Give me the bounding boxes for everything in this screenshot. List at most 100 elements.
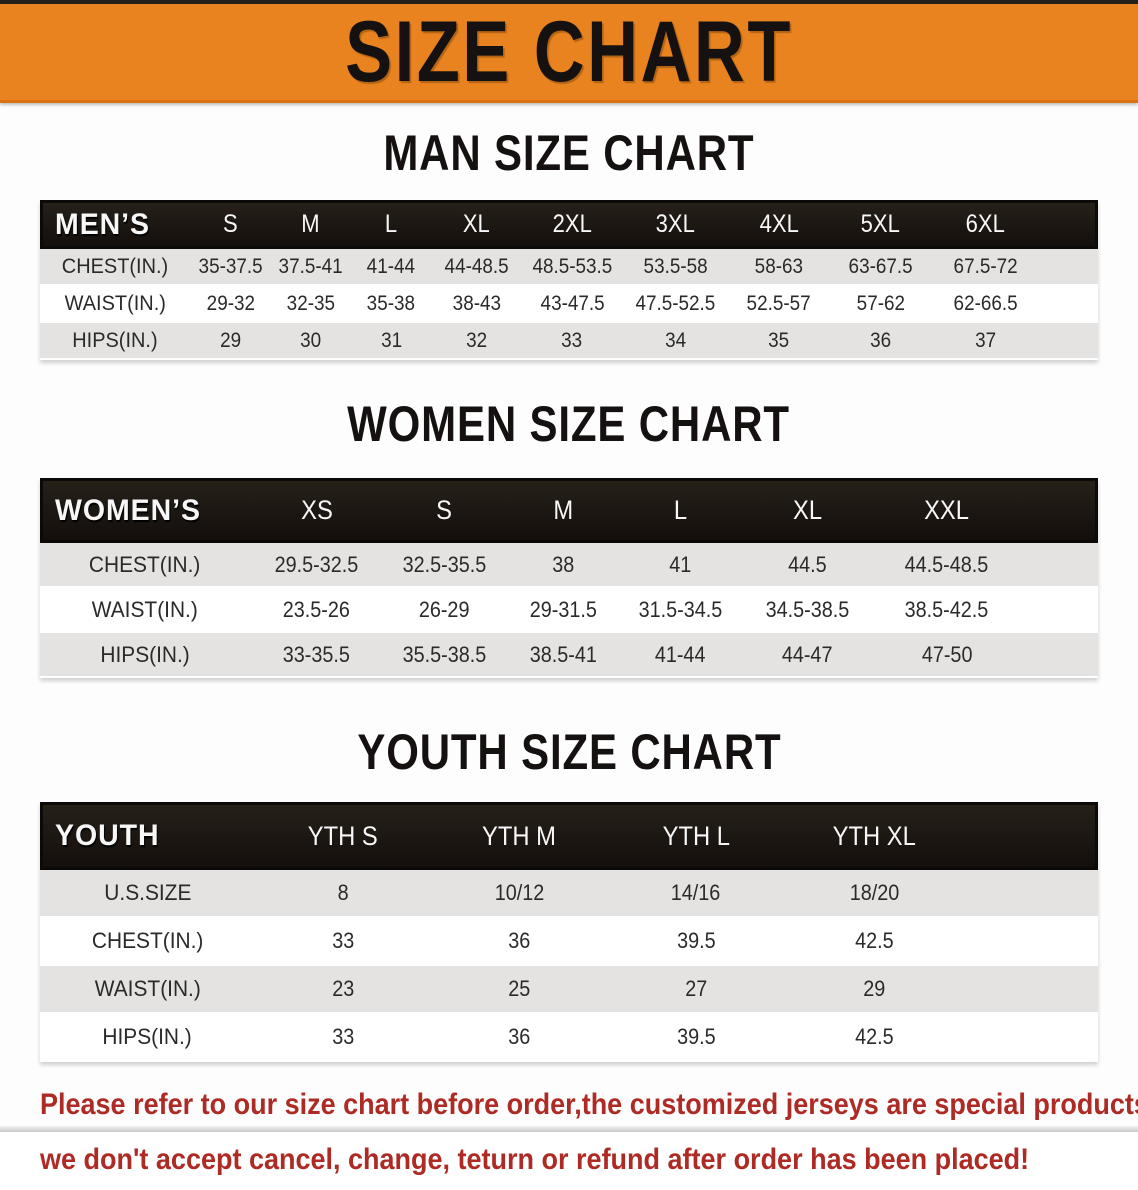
spacer-cell	[964, 870, 1098, 918]
size-value: 36	[830, 323, 931, 360]
size-value: 35	[727, 323, 831, 360]
size-value: 29-32	[190, 286, 271, 323]
table-row: CHEST(IN.) 29.5-32.5 32.5-35.5 38 41 44.…	[40, 543, 1098, 588]
size-value: 39.5	[607, 918, 785, 966]
table-row: CHEST(IN.) 33 36 39.5 42.5	[40, 918, 1098, 966]
size-column-header: YTH S	[254, 802, 432, 870]
size-value: 67.5-72	[930, 249, 1040, 286]
size-column-header: L	[621, 478, 739, 543]
row-label: HIPS(IN.)	[40, 633, 250, 678]
spacer-cell	[1039, 323, 1098, 360]
disclaimer-line-2: we don't accept cancel, change, teturn o…	[40, 1143, 1030, 1176]
size-column-header: M	[504, 478, 622, 543]
table-corner-label: WOMEN’S	[40, 478, 250, 543]
size-value: 41-44	[621, 633, 739, 678]
table-row: U.S.SIZE 8 10/12 14/16 18/20	[40, 870, 1098, 918]
row-label: WAIST(IN.)	[40, 966, 255, 1014]
size-value: 44-47	[738, 633, 876, 678]
table-corner-label: YOUTH	[40, 802, 255, 870]
size-value: 47-50	[875, 633, 1018, 678]
spacer-cell	[1017, 588, 1098, 633]
size-value: 27	[607, 966, 785, 1014]
table-row: HIPS(IN.) 29 30 31 32 33 34 35 36 37	[40, 323, 1098, 360]
table-corner-label: MEN’S	[40, 200, 191, 249]
size-value: 31	[351, 323, 432, 360]
spacer-cell	[1017, 543, 1098, 588]
size-column-header: L	[351, 200, 432, 249]
youth-size-table: YOUTH YTH S YTH M YTH L YTH XL U.S.SIZE …	[40, 802, 1098, 1062]
size-value: 44-48.5	[431, 249, 522, 286]
size-value: 29.5-32.5	[249, 543, 384, 588]
size-value: 23.5-26	[249, 588, 384, 633]
table-header-row: YOUTH YTH S YTH M YTH L YTH XL	[40, 802, 1098, 870]
size-value: 37	[930, 323, 1040, 360]
size-value: 38.5-41	[504, 633, 622, 678]
size-column-header: XL	[431, 200, 522, 249]
size-value: 32-35	[270, 286, 352, 323]
size-value: 43-47.5	[521, 286, 623, 323]
spacer-cell	[1039, 286, 1098, 323]
size-value: 33	[254, 1014, 432, 1062]
size-value: 33-35.5	[249, 633, 384, 678]
row-label: HIPS(IN.)	[40, 1014, 255, 1062]
table-row: WAIST(IN.) 23 25 27 29	[40, 966, 1098, 1014]
table-row: HIPS(IN.) 33-35.5 35.5-38.5 38.5-41 41-4…	[40, 633, 1098, 678]
size-value: 29	[784, 966, 965, 1014]
spacer-cell	[1017, 478, 1098, 543]
size-value: 18/20	[784, 870, 965, 918]
spacer-cell	[964, 802, 1098, 870]
spacer-cell	[1017, 633, 1098, 678]
disclaimer-text: Please refer to our size chart before or…	[40, 1080, 1138, 1190]
size-value: 32	[431, 323, 522, 360]
table-row: WAIST(IN.) 29-32 32-35 35-38 38-43 43-47…	[40, 286, 1098, 323]
size-value: 8	[254, 870, 432, 918]
mens-size-table: MEN’S S M L XL 2XL 3XL 4XL 5XL 6XL CHEST…	[40, 200, 1098, 360]
row-label: HIPS(IN.)	[40, 323, 191, 360]
size-value: 34	[622, 323, 728, 360]
size-column-header: XL	[738, 478, 876, 543]
size-value: 44.5-48.5	[875, 543, 1018, 588]
size-value: 38.5-42.5	[875, 588, 1018, 633]
size-value: 42.5	[784, 918, 965, 966]
size-value: 63-67.5	[830, 249, 931, 286]
table-row: HIPS(IN.) 33 36 39.5 42.5	[40, 1014, 1098, 1062]
size-value: 57-62	[830, 286, 931, 323]
size-column-header: M	[270, 200, 352, 249]
size-column-header: XS	[249, 478, 384, 543]
size-value: 37.5-41	[270, 249, 352, 286]
size-column-header: YTH M	[431, 802, 608, 870]
size-value: 30	[270, 323, 352, 360]
size-value: 41-44	[351, 249, 432, 286]
size-value: 35-37.5	[190, 249, 271, 286]
size-value: 48.5-53.5	[521, 249, 623, 286]
size-column-header: 2XL	[521, 200, 623, 249]
size-column-header: 5XL	[830, 200, 931, 249]
size-value: 25	[431, 966, 608, 1014]
size-value: 26-29	[383, 588, 505, 633]
spacer-cell	[1039, 249, 1098, 286]
spacer-cell	[964, 918, 1098, 966]
size-column-header: YTH L	[607, 802, 785, 870]
women-section-heading: WOMEN SIZE CHART	[347, 396, 791, 452]
size-value: 53.5-58	[622, 249, 728, 286]
size-value: 35.5-38.5	[383, 633, 505, 678]
size-value: 33	[521, 323, 623, 360]
row-label: CHEST(IN.)	[40, 918, 255, 966]
youth-section-heading: YOUTH SIZE CHART	[356, 724, 782, 780]
size-value: 33	[254, 918, 432, 966]
size-value: 36	[431, 1014, 608, 1062]
womens-size-table: WOMEN’S XS S M L XL XXL CHEST(IN.) 29.5-…	[40, 478, 1098, 678]
size-column-header: S	[383, 478, 505, 543]
size-value: 10/12	[431, 870, 608, 918]
table-row: WAIST(IN.) 23.5-26 26-29 29-31.5 31.5-34…	[40, 588, 1098, 633]
size-column-header: 6XL	[930, 200, 1040, 249]
table-header-row: WOMEN’S XS S M L XL XXL	[40, 478, 1098, 543]
size-column-header: XXL	[875, 478, 1018, 543]
size-value: 34.5-38.5	[738, 588, 876, 633]
size-value: 58-63	[727, 249, 831, 286]
size-value: 38-43	[431, 286, 522, 323]
table-row: CHEST(IN.) 35-37.5 37.5-41 41-44 44-48.5…	[40, 249, 1098, 286]
size-value: 47.5-52.5	[622, 286, 728, 323]
size-value: 35-38	[351, 286, 432, 323]
row-label: U.S.SIZE	[40, 870, 255, 918]
